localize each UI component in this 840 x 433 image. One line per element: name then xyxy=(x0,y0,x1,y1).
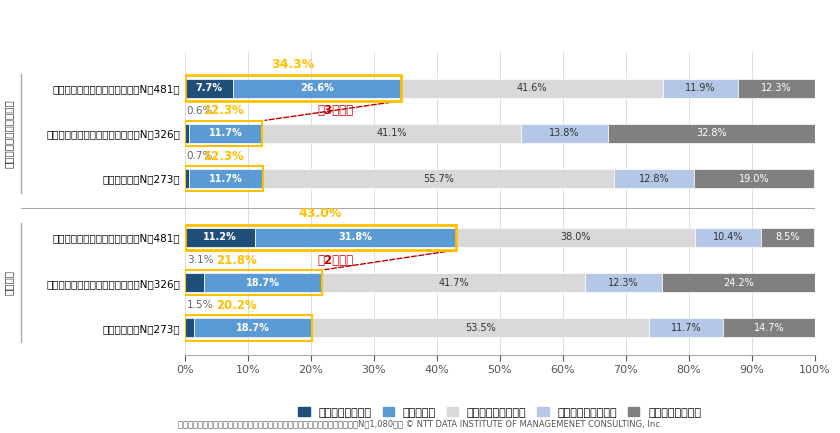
Text: 21.8%: 21.8% xyxy=(217,254,257,267)
Text: 7.7%: 7.7% xyxy=(196,83,223,93)
Bar xyxy=(663,79,738,98)
Text: 41.6%: 41.6% xyxy=(517,83,547,93)
Text: 24.2%: 24.2% xyxy=(723,278,754,288)
Bar xyxy=(312,318,649,337)
Text: 11.7%: 11.7% xyxy=(208,129,242,139)
Bar xyxy=(614,169,695,188)
Bar xyxy=(323,273,585,292)
Text: 41.7%: 41.7% xyxy=(438,278,469,288)
Text: 勤続意向: 勤続意向 xyxy=(3,270,13,295)
Text: 14.7%: 14.7% xyxy=(753,323,785,333)
Bar xyxy=(722,318,816,337)
Bar xyxy=(189,169,263,188)
Text: 約2倍の差: 約2倍の差 xyxy=(318,254,354,267)
Bar xyxy=(189,124,262,143)
Bar xyxy=(649,318,723,337)
Text: 11.7%: 11.7% xyxy=(670,323,701,333)
Text: 19.0%: 19.0% xyxy=(739,174,769,184)
Text: 12.3%: 12.3% xyxy=(204,104,244,117)
Bar xyxy=(185,124,189,143)
Text: 53.5%: 53.5% xyxy=(465,323,496,333)
Text: 32.8%: 32.8% xyxy=(696,129,727,139)
Legend: 大いに感じている, 感じている, どちらともいえない, あまり感じていない, 全く感じていない: 大いに感じている, 感じている, どちらともいえない, あまり感じていない, 全… xyxy=(294,403,706,422)
Bar xyxy=(234,79,401,98)
Text: 11.7%: 11.7% xyxy=(209,174,243,184)
Text: 「働き方改革が『従業員エンゲージメント』および『勤続意向』に与える影響（N＝1,080）」 © NTT DATA INSTITUTE OF MANAGEMENE: 「働き方改革が『従業員エンゲージメント』および『勤続意向』に与える影響（N＝1,… xyxy=(178,420,662,429)
Bar xyxy=(738,79,816,98)
Text: 3.1%: 3.1% xyxy=(186,255,213,265)
Text: 11.2%: 11.2% xyxy=(203,233,237,242)
Bar xyxy=(185,225,455,250)
Text: 18.7%: 18.7% xyxy=(236,323,270,333)
Bar xyxy=(695,169,814,188)
Bar xyxy=(204,273,323,292)
Bar xyxy=(696,228,761,247)
Text: 26.6%: 26.6% xyxy=(300,83,334,93)
Bar xyxy=(185,169,189,188)
Text: 20.2%: 20.2% xyxy=(217,299,257,312)
Text: 43.0%: 43.0% xyxy=(298,207,342,220)
Bar xyxy=(185,166,263,191)
Text: 41.1%: 41.1% xyxy=(376,129,407,139)
Bar xyxy=(194,318,312,337)
Bar xyxy=(255,228,456,247)
Text: 34.3%: 34.3% xyxy=(271,58,314,71)
Text: 12.8%: 12.8% xyxy=(639,174,669,184)
Bar xyxy=(262,124,521,143)
Text: 13.8%: 13.8% xyxy=(549,129,580,139)
Bar xyxy=(761,228,814,247)
Bar xyxy=(185,270,323,295)
Bar xyxy=(662,273,815,292)
Text: 1.5%: 1.5% xyxy=(186,301,213,310)
Bar xyxy=(185,121,262,146)
Bar xyxy=(185,318,194,337)
Text: 18.7%: 18.7% xyxy=(246,278,281,288)
Bar xyxy=(585,273,663,292)
Bar xyxy=(185,228,255,247)
Bar xyxy=(185,273,204,292)
Text: 約3倍の差: 約3倍の差 xyxy=(318,104,354,117)
Text: 38.0%: 38.0% xyxy=(560,233,591,242)
Text: 8.5%: 8.5% xyxy=(775,233,800,242)
Text: 従業員エンゲージメント: 従業員エンゲージメント xyxy=(3,99,13,168)
Text: 55.7%: 55.7% xyxy=(423,174,454,184)
Bar xyxy=(521,124,608,143)
Text: 31.8%: 31.8% xyxy=(339,233,372,242)
Text: 10.4%: 10.4% xyxy=(712,233,743,242)
Bar xyxy=(608,124,815,143)
Text: 12.3%: 12.3% xyxy=(761,83,792,93)
Text: 12.3%: 12.3% xyxy=(608,278,639,288)
Bar xyxy=(185,315,312,341)
Text: 12.3%: 12.3% xyxy=(204,149,244,162)
Bar xyxy=(263,169,614,188)
Bar xyxy=(185,79,234,98)
Text: 11.9%: 11.9% xyxy=(685,83,716,93)
Bar xyxy=(185,75,401,101)
Bar xyxy=(455,228,696,247)
Bar xyxy=(401,79,663,98)
Text: 0.6%: 0.6% xyxy=(186,106,213,116)
Text: 0.7%: 0.7% xyxy=(186,151,213,161)
